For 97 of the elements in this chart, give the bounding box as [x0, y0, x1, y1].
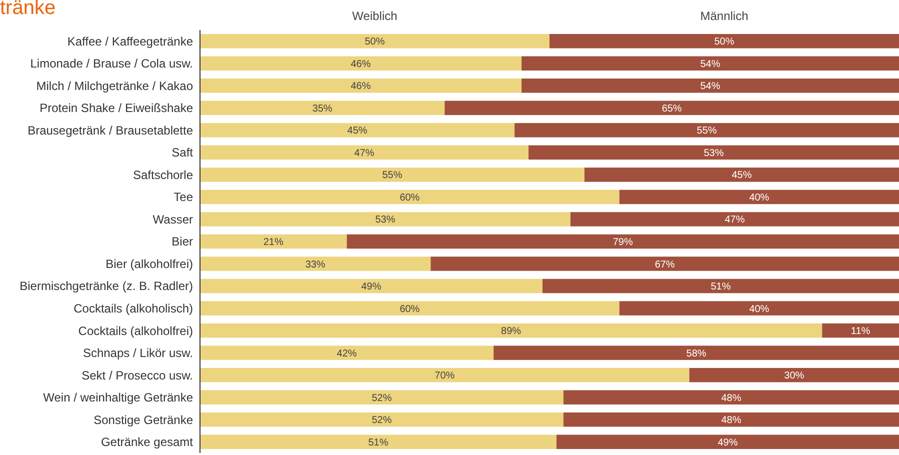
- y-tick-label: Sekt / Prosecco usw.: [82, 368, 193, 382]
- data-label: 70%: [434, 370, 455, 382]
- y-tick-label: Limonade / Brause / Cola usw.: [30, 56, 193, 71]
- data-label: 52%: [372, 415, 392, 426]
- data-label: 50%: [714, 36, 734, 48]
- data-label: 55%: [382, 170, 402, 182]
- y-tick-label: Milch / Milchgetränke / Kakao: [36, 78, 194, 93]
- bar: [200, 145, 529, 160]
- bar: [556, 434, 899, 449]
- data-label: 79%: [612, 237, 634, 248]
- series-label: Männlich: [700, 9, 748, 23]
- bar: [200, 56, 522, 71]
- data-label: 47%: [354, 148, 374, 159]
- y-tick-label: Saftschorle: [132, 168, 194, 182]
- data-label: 60%: [400, 192, 420, 204]
- y-tick-label: Cocktails (alkoholisch): [74, 301, 193, 316]
- data-label: 52%: [372, 392, 392, 404]
- bar: [619, 190, 899, 204]
- bar: [200, 390, 564, 404]
- y-tick-label: Schnaps / Likör usw.: [82, 346, 193, 360]
- data-label: 58%: [686, 348, 706, 360]
- data-label: 45%: [347, 126, 368, 137]
- y-tick-label: Sonstige Getränke: [94, 412, 194, 427]
- data-label: 46%: [350, 81, 371, 92]
- bar: [200, 123, 515, 138]
- y-tick-label: Protein Shake / Eiweißshake: [40, 101, 194, 116]
- bar: [514, 123, 899, 138]
- bar: [200, 368, 690, 382]
- series-label: Weiblich: [352, 9, 398, 23]
- data-label: 35%: [312, 103, 332, 114]
- data-label: 42%: [336, 348, 357, 360]
- bar: [430, 256, 899, 271]
- y-tick-label: Brausegetränk / Brausetablette: [28, 123, 194, 138]
- bar: [822, 323, 899, 338]
- bar: [200, 234, 347, 249]
- bar: [200, 346, 494, 360]
- bar: [570, 212, 899, 226]
- bar: [200, 190, 620, 204]
- data-label: 47%: [724, 214, 745, 226]
- bar: [200, 256, 431, 271]
- data-label: 40%: [749, 304, 770, 315]
- data-label: 54%: [700, 81, 720, 92]
- y-tick-label: Tee: [174, 190, 194, 204]
- data-label: 65%: [662, 103, 682, 114]
- bar: [200, 100, 445, 116]
- data-label: 21%: [263, 237, 284, 248]
- bar: [200, 434, 556, 449]
- data-label: 48%: [721, 415, 742, 426]
- y-tick-label: Getränke gesamt: [100, 435, 194, 450]
- bar: [584, 168, 899, 182]
- data-label: 67%: [654, 259, 675, 270]
- bar: [200, 212, 570, 226]
- y-tick-label: Kaffee / Kaffeegetränke: [67, 34, 194, 48]
- y-tick-label: Saft: [172, 146, 194, 160]
- data-label: 89%: [501, 326, 522, 338]
- data-label: 46%: [350, 58, 371, 70]
- bar: [689, 368, 899, 382]
- data-label: 33%: [305, 259, 326, 270]
- bar: [346, 234, 899, 249]
- bar: [550, 34, 899, 48]
- bar: [200, 78, 522, 93]
- bar: [200, 34, 550, 48]
- data-label: 51%: [368, 437, 388, 448]
- bar: [200, 278, 543, 294]
- bar: [494, 346, 899, 360]
- y-tick-label: Cocktails (alkoholfrei): [78, 324, 194, 338]
- data-label: 48%: [721, 392, 742, 404]
- bar: [200, 168, 584, 182]
- bar: [542, 278, 899, 294]
- y-tick-label: Bier (alkoholfrei): [106, 256, 193, 271]
- data-label: 60%: [400, 304, 420, 315]
- bar: [563, 390, 899, 404]
- data-label: 11%: [850, 326, 870, 338]
- data-label: 51%: [710, 282, 731, 293]
- bar: [563, 412, 899, 427]
- data-label: 53%: [704, 148, 724, 159]
- bar: [200, 323, 822, 338]
- data-label: 40%: [749, 192, 770, 204]
- bar: [522, 78, 899, 93]
- bar: [444, 100, 899, 116]
- bar: [619, 301, 899, 316]
- bar: [200, 301, 620, 316]
- y-tick-label: Wein / weinhaltige Getränke: [43, 390, 194, 405]
- data-label: 50%: [364, 36, 385, 48]
- data-label: 49%: [361, 282, 382, 293]
- data-label: 45%: [732, 170, 752, 182]
- y-tick-label: Wasser: [152, 212, 193, 226]
- data-label: 30%: [784, 370, 804, 382]
- bar: [522, 56, 899, 71]
- bar: [200, 412, 564, 427]
- data-label: 54%: [700, 58, 720, 70]
- y-tick-label: Biermischgetränke (z. B. Radler): [20, 279, 194, 294]
- data-label: 49%: [718, 437, 738, 448]
- data-label: 53%: [375, 214, 396, 226]
- bar: [528, 145, 899, 160]
- y-tick-label: Bier: [172, 234, 193, 249]
- data-label: 55%: [696, 126, 717, 137]
